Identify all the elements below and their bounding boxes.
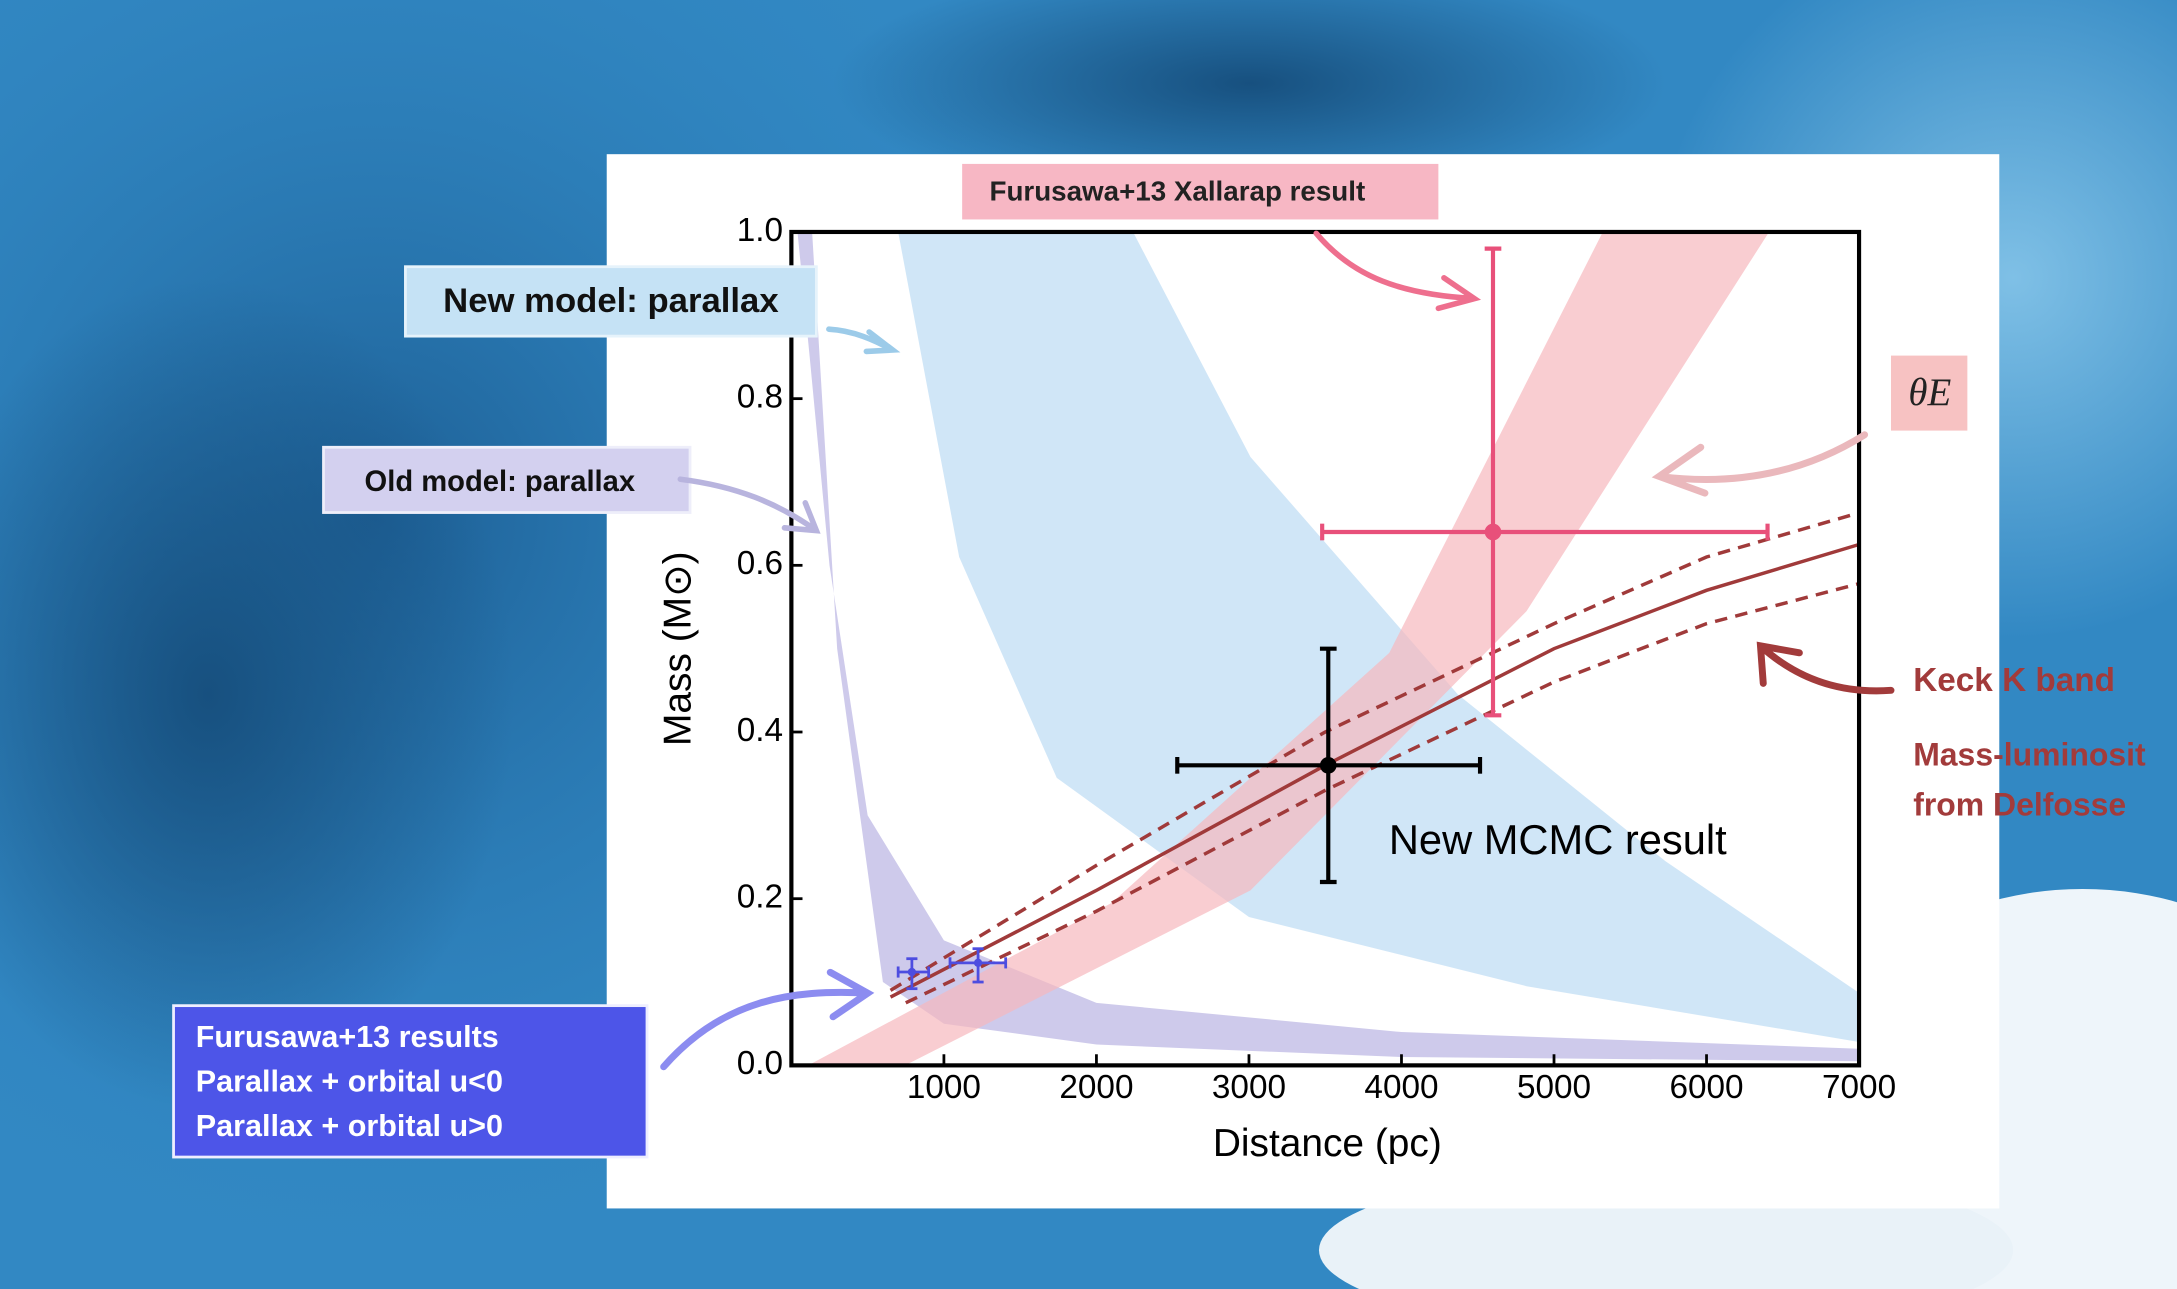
x-tick-label: 4000 — [1364, 1069, 1438, 1106]
point — [907, 967, 917, 977]
plot-frame — [789, 229, 1862, 1068]
band — [808, 231, 1770, 1066]
label-box — [1890, 355, 1968, 431]
annotation: Keck K band — [1913, 662, 2115, 699]
y-tick-label: 0.8 — [737, 378, 783, 415]
band-label: Old model: parallax — [365, 466, 636, 498]
label-box — [962, 163, 1439, 220]
band — [898, 231, 1860, 1043]
y-tick-label: 0.6 — [737, 545, 783, 582]
series-label: Furusawa+13 Xallarap result — [990, 175, 1366, 206]
arrow — [1651, 431, 1869, 497]
label-box — [322, 445, 692, 514]
y-tick-label: 0.2 — [737, 878, 783, 915]
arrow — [826, 326, 901, 355]
legend-box — [172, 1004, 649, 1159]
y-tick-label: 0.4 — [737, 712, 783, 749]
annotation: Mass-luminosit — [1913, 736, 2146, 772]
band-label: New model: parallax — [443, 282, 779, 320]
arrows — [660, 230, 1895, 1071]
x-tick-label: 3000 — [1212, 1069, 1286, 1106]
relation-line — [905, 581, 1860, 1005]
x-axis-label: Distance (pc) — [1213, 1122, 1442, 1165]
band-label: θE — [1908, 371, 1951, 414]
point — [973, 958, 983, 968]
x-tick-label: 2000 — [1059, 1069, 1133, 1106]
point — [1484, 523, 1502, 541]
plot-area — [797, 231, 1860, 1066]
arrow — [1313, 230, 1482, 312]
arrow — [677, 476, 821, 534]
arrow — [1756, 641, 1895, 695]
legend-entry: Parallax + orbital u>0 — [196, 1109, 503, 1143]
x-tick-label: 1000 — [907, 1069, 981, 1106]
arrow — [660, 968, 875, 1071]
x-tick-label: 5000 — [1517, 1069, 1591, 1106]
annotation: from Delfosse — [1913, 786, 2126, 822]
relation-line — [889, 542, 1860, 999]
x-tick-label: 6000 — [1669, 1069, 1743, 1106]
legend-entry: Parallax + orbital u<0 — [196, 1064, 503, 1098]
band — [797, 231, 1860, 1062]
points — [896, 246, 1770, 991]
relation-line — [889, 511, 1860, 992]
y-tick-label: 0.0 — [737, 1045, 783, 1082]
x-tick-label: 7000 — [1822, 1069, 1896, 1106]
y-axis-label: Mass (M⊙) — [657, 551, 700, 746]
y-tick-label: 1.0 — [737, 212, 783, 249]
legend-title: Furusawa+13 results — [196, 1020, 499, 1054]
series-label: New MCMC result — [1389, 816, 1727, 863]
point — [1319, 757, 1337, 774]
label-box — [404, 265, 818, 338]
axes: 1000 2000 3000 4000 5000 6000 7000 0.0 0.2 0.4 0.6… — [737, 212, 1896, 1106]
